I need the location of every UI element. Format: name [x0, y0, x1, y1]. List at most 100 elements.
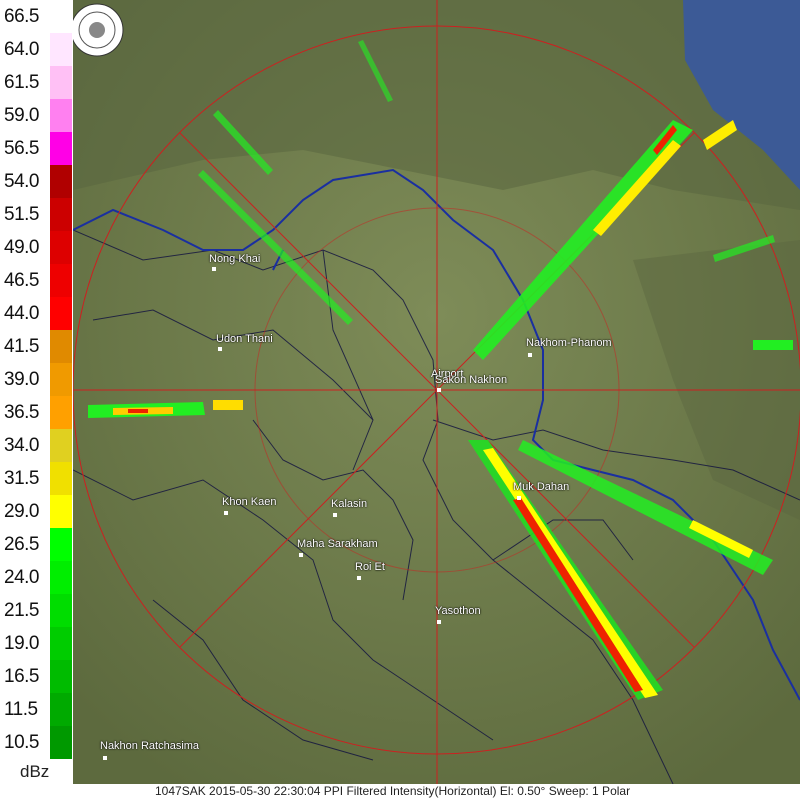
legend-row: 66.5: [0, 0, 73, 33]
legend-level-label: 51.5: [4, 204, 39, 225]
legend-row: 11.5: [0, 693, 73, 726]
city-label-khon-kaen: Khon Kaen: [222, 496, 277, 508]
legend-level-label: 11.5: [4, 699, 38, 720]
legend-row: 54.0: [0, 165, 73, 198]
city-label-airport: Airport: [431, 368, 464, 380]
legend-level-label: 39.0: [4, 369, 39, 390]
legend-row: 31.5: [0, 462, 73, 495]
city-marker-nong-khai: [212, 267, 216, 271]
legend-color-swatch: [50, 429, 72, 462]
radar-map[interactable]: Nong Khai Udon Thani Nakhom-Phanom Airpo…: [73, 0, 800, 784]
legend-level-label: 21.5: [4, 600, 39, 621]
legend-level-label: 31.5: [4, 468, 39, 489]
legend-row: 51.5: [0, 198, 73, 231]
agency-seal-logo: [73, 3, 124, 57]
legend-row: 64.0: [0, 33, 73, 66]
city-marker-maha-sarakham: [299, 553, 303, 557]
map-canvas: [73, 0, 800, 784]
city-label-kalasin: Kalasin: [331, 498, 368, 510]
legend-level-label: 66.5: [4, 6, 39, 27]
sea: [683, 0, 800, 190]
legend-color-swatch: [50, 594, 72, 627]
city-marker-nakhom-phanom: [528, 353, 532, 357]
legend-row: 44.0: [0, 297, 73, 330]
legend-color-swatch: [50, 165, 72, 198]
legend-level-label: 26.5: [4, 534, 39, 555]
legend-color-swatch: [50, 33, 72, 66]
legend-level-label: 49.0: [4, 237, 39, 258]
legend-level-label: 34.0: [4, 435, 39, 456]
city-marker-nakhon-ratchasima: [103, 756, 107, 760]
legend-color-swatch: [50, 627, 72, 660]
dbz-legend: 66.5 64.0 61.5 59.0 56.5 54.0 51.5 49.0 46.5 44.0…: [0, 0, 73, 800]
legend-color-swatch: [50, 231, 72, 264]
city-marker-udon-thani: [218, 347, 222, 351]
legend-level-label: 29.0: [4, 501, 39, 522]
legend-row: 16.5: [0, 660, 73, 693]
legend-color-swatch: [50, 0, 72, 33]
legend-color-swatch: [50, 198, 72, 231]
legend-row: 61.5: [0, 66, 73, 99]
legend-color-swatch: [50, 561, 72, 594]
legend-row: 21.5: [0, 594, 73, 627]
province-borders: [73, 229, 800, 784]
legend-color-swatch: [50, 297, 72, 330]
legend-row: 34.0: [0, 429, 73, 462]
legend-color-swatch: [50, 66, 72, 99]
legend-row: 36.5: [0, 396, 73, 429]
city-label-nakhon-ratchasima: Nakhon Ratchasima: [100, 740, 200, 752]
legend-row: 10.5: [0, 726, 73, 759]
legend-color-swatch: [50, 462, 72, 495]
legend-row: 41.5: [0, 330, 73, 363]
legend-color-swatch: [50, 132, 72, 165]
legend-row: 19.0: [0, 627, 73, 660]
city-marker-sakon-nakhon: [437, 388, 441, 392]
legend-level-label: 61.5: [4, 72, 39, 93]
city-marker-roi-et: [357, 576, 361, 580]
city-marker-kalasin: [333, 513, 337, 517]
legend-color-swatch: [50, 396, 72, 429]
legend-color-swatch: [50, 99, 72, 132]
legend-row: 26.5: [0, 528, 73, 561]
legend-level-label: 64.0: [4, 39, 39, 60]
city-marker-khon-kaen: [224, 511, 228, 515]
status-footer: 1047SAK 2015-05-30 22:30:04 PPI Filtered…: [73, 784, 800, 800]
legend-row: 29.0: [0, 495, 73, 528]
city-label-muk-dahan: Muk Dahan: [513, 481, 570, 493]
legend-level-label: 56.5: [4, 138, 39, 159]
legend-level-label: 44.0: [4, 303, 39, 324]
legend-color-swatch: [50, 495, 72, 528]
legend-color-swatch: [50, 264, 72, 297]
legend-level-label: 36.5: [4, 402, 39, 423]
city-label-udon-thani: Udon Thani: [216, 333, 273, 345]
legend-level-label: 46.5: [4, 270, 39, 291]
city-label-nong-khai: Nong Khai: [209, 253, 261, 265]
legend-color-swatch: [50, 726, 72, 759]
legend-color-swatch: [50, 363, 72, 396]
legend-level-label: 59.0: [4, 105, 39, 126]
legend-row: 56.5: [0, 132, 73, 165]
legend-level-label: 10.5: [4, 732, 39, 753]
legend-level-label: 24.0: [4, 567, 39, 588]
city-label-yasothon: Yasothon: [435, 605, 481, 617]
city-marker-muk-dahan: [517, 496, 521, 500]
city-label-sakon-nakhon: Sakon Nakhon: [435, 374, 508, 386]
legend-color-swatch: [50, 330, 72, 363]
legend-color-swatch: [50, 528, 72, 561]
legend-level-label: 54.0: [4, 171, 39, 192]
legend-row: 46.5: [0, 264, 73, 297]
city-label-nakhom-phanom: Nakhom-Phanom: [526, 337, 612, 349]
city-label-maha-sarakham: Maha Sarakham: [297, 538, 378, 550]
legend-row: 24.0: [0, 561, 73, 594]
legend-row: 49.0: [0, 231, 73, 264]
legend-row: 39.0: [0, 363, 73, 396]
legend-color-swatch: [50, 660, 72, 693]
radar-echoes: [88, 40, 793, 700]
legend-unit: dBz: [20, 762, 50, 781]
footer-text: 1047SAK 2015-05-30 22:30:04 PPI Filtered…: [155, 784, 631, 798]
legend-color-swatch: [50, 693, 72, 726]
legend-row: 59.0: [0, 99, 73, 132]
city-label-roi-et: Roi Et: [355, 561, 385, 573]
terrain-hills-east: [633, 240, 800, 520]
